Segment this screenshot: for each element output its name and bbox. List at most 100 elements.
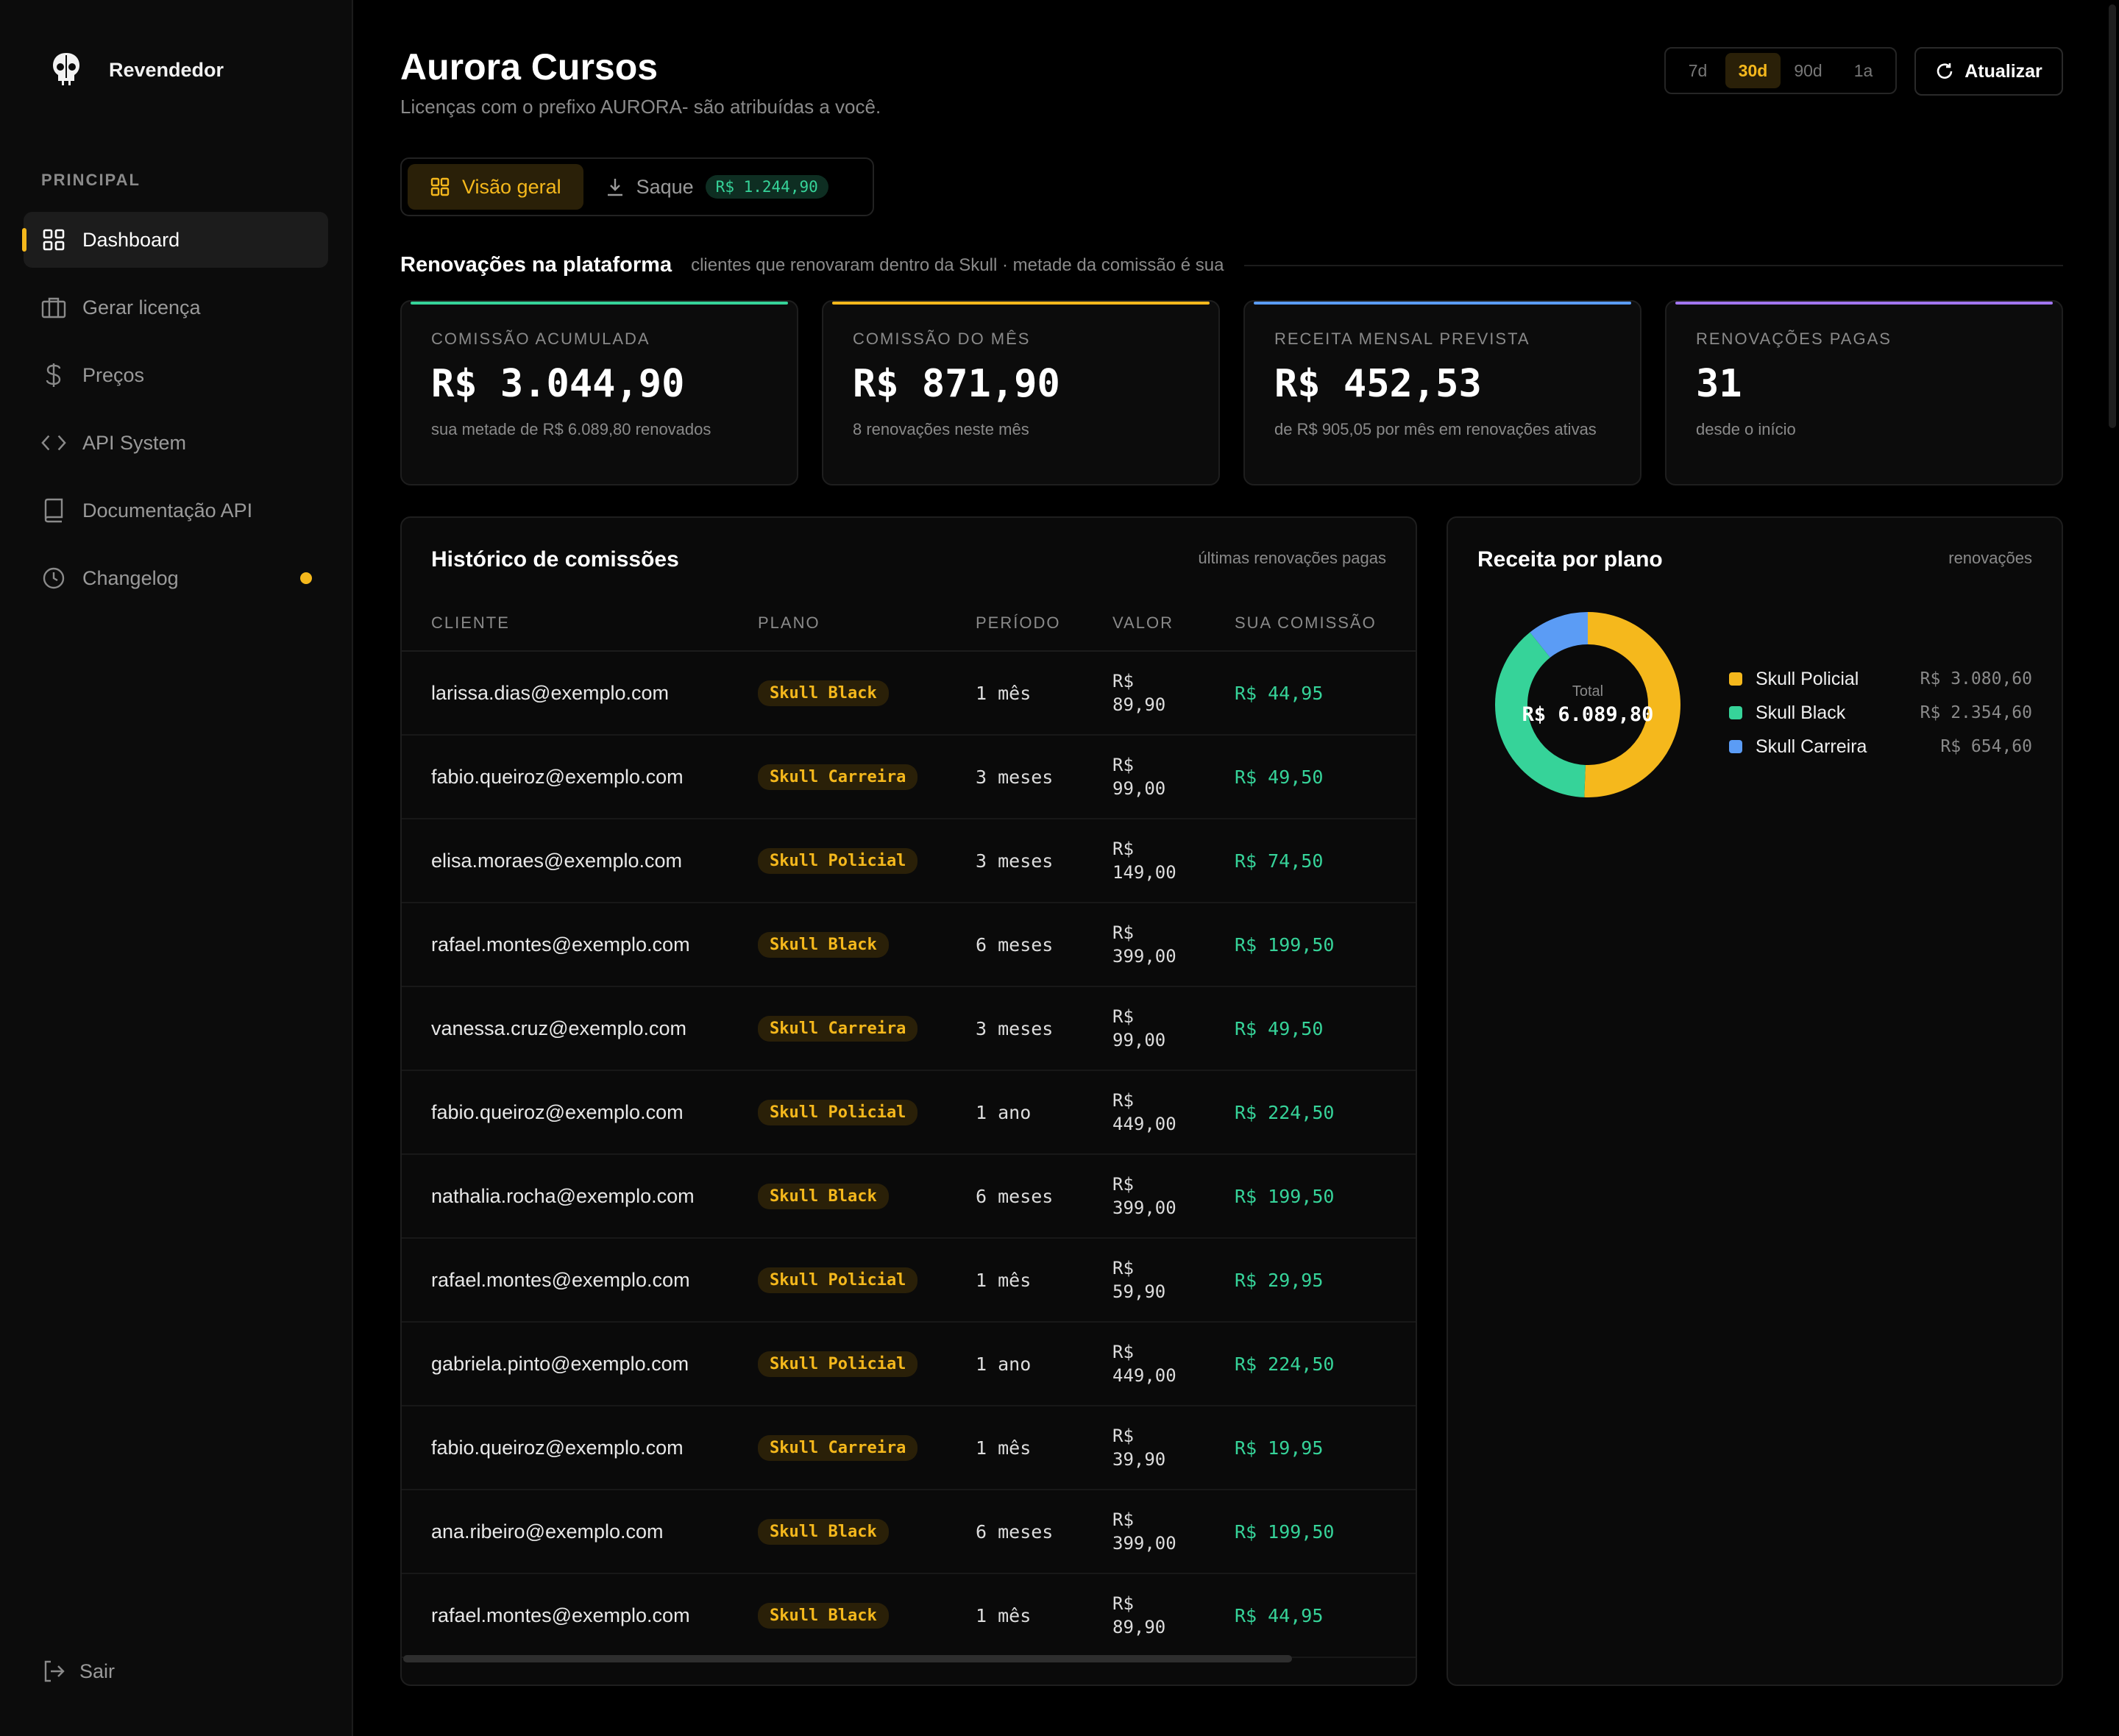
row-client-email: fabio.queiroz@exemplo.com	[431, 765, 684, 788]
range-1a-button[interactable]: 1a	[1853, 60, 1873, 80]
sidebar-item-precos[interactable]: Preços	[24, 347, 328, 403]
clock-icon	[41, 566, 66, 591]
row-value: R$ 449,00	[1112, 1071, 1176, 1153]
tab-saque[interactable]: Saque R$ 1.244,90	[583, 164, 851, 210]
row-value-amount: 99,00	[1112, 1030, 1166, 1050]
row-period: 1 ano	[976, 1353, 1032, 1375]
view-tabs: Visão geral Saque R$ 1.244,90	[400, 157, 874, 216]
plan-badge: Skull Carreira	[758, 1015, 918, 1042]
sidebar-item-label: Dashboard	[82, 228, 180, 251]
donut-center: Total R$ 6.089,80	[1495, 612, 1680, 797]
row-commission: R$ 19,95	[1235, 1437, 1324, 1459]
dollar-icon	[41, 363, 66, 388]
table-row[interactable]: ana.ribeiro@exemplo.com Skull Black 6 mese…	[402, 1490, 1416, 1574]
row-period: 1 mês	[976, 1437, 1032, 1459]
grid-icon	[41, 227, 66, 252]
row-period: 3 meses	[976, 1017, 1054, 1039]
row-plan: Skull Policial	[758, 819, 918, 902]
sidebar: Revendedor PRINCIPAL Dashboard Gerar lic…	[0, 0, 353, 1736]
row-commission: R$ 49,50	[1235, 766, 1324, 788]
row-client-email: elisa.moraes@exemplo.com	[431, 849, 683, 872]
row-value: R$ 399,00	[1112, 903, 1176, 986]
donut-total-label: Total	[1572, 683, 1604, 700]
kpi-accent-bar	[1254, 302, 1631, 305]
table-row[interactable]: elisa.moraes@exemplo.com Skull Policial 3 …	[402, 819, 1416, 903]
row-client-email: rafael.montes@exemplo.com	[431, 1604, 690, 1626]
kpi-value: R$ 452,53	[1274, 362, 1482, 406]
refresh-button[interactable]: Atualizar	[1914, 47, 2063, 96]
row-period: 1 ano	[976, 1101, 1032, 1123]
sidebar-item-label: Preços	[82, 363, 145, 386]
row-period: 1 mês	[976, 1604, 1032, 1626]
row-period: 6 meses	[976, 933, 1054, 956]
brand[interactable]: Revendedor	[50, 51, 224, 88]
row-value-currency: R$	[1112, 1006, 1134, 1027]
sidebar-item-dashboard[interactable]: Dashboard	[22, 212, 328, 268]
sidebar-item-gerar-licenca[interactable]: Gerar licença	[24, 280, 328, 335]
row-plan: Skull Carreira	[758, 736, 918, 818]
table-row[interactable]: gabriela.pinto@exemplo.com Skull Policial…	[402, 1323, 1416, 1406]
donut-slice-skull-black[interactable]	[1495, 612, 1680, 797]
kpi-accent-bar	[1675, 302, 2053, 305]
row-plan: Skull Carreira	[758, 1406, 918, 1489]
row-plan: Skull Black	[758, 1490, 889, 1573]
table-row[interactable]: fabio.queiroz@exemplo.com Skull Policial 1…	[402, 1071, 1416, 1155]
column-header-valor: VALOR	[1112, 613, 1174, 632]
sidebar-item-documentacao-api[interactable]: Documentação API	[24, 483, 328, 538]
table-row[interactable]: rafael.montes@exemplo.com Skull Policial 1…	[402, 1239, 1416, 1323]
kpi-value: R$ 3.044,90	[431, 362, 685, 406]
kpi-value: 31	[1696, 362, 1742, 406]
row-commission: R$ 224,50	[1235, 1101, 1335, 1123]
row-client-email: nathalia.rocha@exemplo.com	[431, 1184, 695, 1207]
plan-badge: Skull Policial	[758, 1099, 918, 1125]
row-value: R$ 149,00	[1112, 819, 1176, 902]
row-client-email: gabriela.pinto@exemplo.com	[431, 1352, 689, 1375]
plan-badge: Skull Policial	[758, 847, 918, 874]
legend-swatch	[1729, 672, 1742, 686]
sidebar-item-label: Gerar licença	[82, 296, 201, 319]
range-90d-button[interactable]: 90d	[1794, 60, 1822, 80]
row-value-currency: R$	[1112, 1509, 1134, 1530]
kpi-label: COMISSÃO ACUMULADA	[431, 330, 650, 348]
kpi-accent-bar	[832, 302, 1210, 305]
row-commission: R$ 224,50	[1235, 1353, 1335, 1375]
row-value-currency: R$	[1112, 1174, 1134, 1195]
plan-badge: Skull Black	[758, 680, 889, 706]
row-commission: R$ 199,50	[1235, 933, 1335, 956]
table-row[interactable]: rafael.montes@exemplo.com Skull Black 6 me…	[402, 903, 1416, 987]
tab-visao-geral[interactable]: Visão geral	[408, 164, 583, 210]
row-commission: R$ 49,50	[1235, 1017, 1324, 1039]
legend-item: Skull Carreira R$ 654,60	[1729, 730, 2032, 764]
row-client-email: rafael.montes@exemplo.com	[431, 1268, 690, 1291]
sidebar-item-label: Documentação API	[82, 499, 253, 522]
table-row[interactable]: nathalia.rocha@exemplo.com Skull Black 6 m…	[402, 1155, 1416, 1239]
page-scrollbar[interactable]	[2109, 4, 2116, 428]
donut-total-value: R$ 6.089,80	[1522, 703, 1654, 726]
donut-slice-skull-carreira[interactable]	[1495, 612, 1680, 797]
kpi-value: R$ 871,90	[853, 362, 1060, 406]
sidebar-item-api-system[interactable]: API System	[24, 415, 328, 471]
range-30d-button[interactable]: 30d	[1725, 53, 1781, 88]
column-header-cliente: CLIENTE	[431, 613, 510, 632]
table-row[interactable]: vanessa.cruz@exemplo.com Skull Carreira 3 …	[402, 987, 1416, 1071]
row-value-currency: R$	[1112, 755, 1134, 775]
row-value-amount: 449,00	[1112, 1114, 1176, 1134]
tab-label: Saque	[636, 175, 694, 198]
logout-button[interactable]: Sair	[41, 1659, 115, 1684]
row-value-amount: 149,00	[1112, 862, 1176, 883]
row-value: R$ 449,00	[1112, 1323, 1176, 1405]
plan-badge: Skull Carreira	[758, 1434, 918, 1461]
row-value-currency: R$	[1112, 671, 1134, 691]
table-row[interactable]: rafael.montes@exemplo.com Skull Black 1 mê…	[402, 1574, 1416, 1658]
kpi-subtext: desde o início	[1696, 420, 1796, 438]
table-row[interactable]: fabio.queiroz@exemplo.com Skull Carreira 1…	[402, 1406, 1416, 1490]
table-row[interactable]: fabio.queiroz@exemplo.com Skull Carreira 3…	[402, 736, 1416, 819]
row-client-email: ana.ribeiro@exemplo.com	[431, 1520, 664, 1543]
table-row[interactable]: larissa.dias@exemplo.com Skull Black 1 mês…	[402, 652, 1416, 736]
row-value: R$ 39,90	[1112, 1406, 1171, 1489]
horizontal-scrollbar[interactable]	[403, 1655, 1292, 1662]
card-meta: últimas renovações pagas	[1198, 549, 1386, 567]
legend-swatch	[1729, 740, 1742, 753]
sidebar-item-changelog[interactable]: Changelog	[24, 550, 328, 606]
range-7d-button[interactable]: 7d	[1688, 60, 1708, 80]
